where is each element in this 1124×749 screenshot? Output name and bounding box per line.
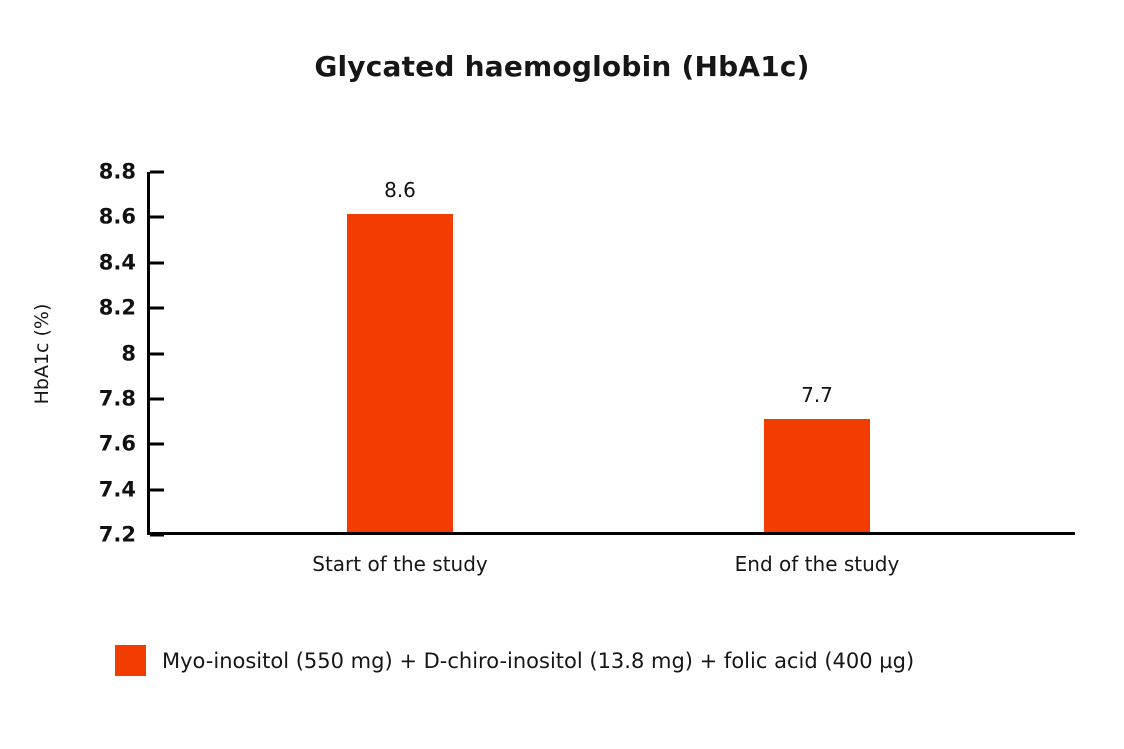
y-tick-label: 7.2: [98, 522, 136, 547]
y-tick-mark: [150, 488, 164, 492]
y-tick-mark: [150, 261, 164, 265]
y-tick-label: 8.2: [98, 295, 136, 320]
y-tick-label: 7.4: [98, 477, 136, 502]
y-tick-mark: [150, 397, 164, 401]
x-axis-label: Start of the study: [312, 552, 488, 576]
bar-1: [347, 214, 453, 532]
legend-swatch-icon: [115, 645, 146, 676]
y-tick-label: 8.6: [98, 204, 136, 229]
y-tick-mark: [150, 442, 164, 446]
y-tick-mark: [150, 352, 164, 355]
chart-title: Glycated haemoglobin (HbA1c): [314, 50, 810, 83]
legend-label: Myo-inositol (550 mg) + D-chiro-inositol…: [162, 648, 915, 673]
bar-2: [764, 418, 870, 532]
y-tick-mark: [150, 533, 164, 537]
y-tick-label: 8: [121, 341, 136, 365]
legend: Myo-inositol (550 mg) + D-chiro-inositol…: [115, 645, 914, 676]
x-axis-label: End of the study: [734, 552, 900, 576]
bar-value-label: 8.6: [384, 178, 416, 203]
plot-area: 8.8 8.6 8.4 8.2 8 7.8 7.6 7.4 7.2 8.6 Start of the…: [99, 161, 1075, 574]
y-tick-label: 8.4: [98, 250, 136, 275]
y-tick-label: 7.8: [98, 386, 136, 411]
y-tick-mark: [150, 306, 164, 310]
bar-value-label: 7.7: [801, 382, 833, 407]
y-tick-label: 8.8: [98, 159, 136, 184]
y-tick-mark: [150, 170, 164, 174]
y-tick-mark: [150, 215, 164, 219]
y-axis-title: HbA1c (%): [31, 303, 53, 405]
y-tick-label: 7.6: [98, 431, 136, 456]
